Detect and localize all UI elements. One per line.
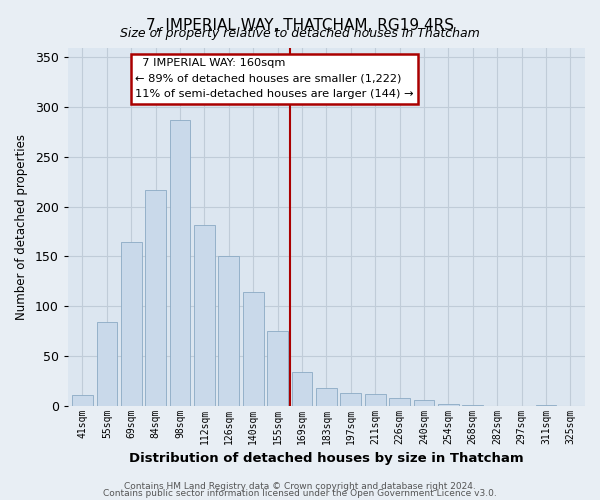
Bar [121, 242, 142, 406]
Bar [413, 400, 434, 406]
Bar [463, 404, 483, 406]
Text: 7, IMPERIAL WAY, THATCHAM, RG19 4RS: 7, IMPERIAL WAY, THATCHAM, RG19 4RS [146, 18, 454, 32]
Bar [536, 404, 556, 406]
Bar [243, 292, 263, 406]
Bar [170, 120, 190, 406]
Bar [194, 224, 215, 406]
Bar [340, 392, 361, 406]
Bar [389, 398, 410, 406]
Bar [218, 256, 239, 406]
Bar [316, 388, 337, 406]
Text: 7 IMPERIAL WAY: 160sqm
← 89% of detached houses are smaller (1,222)
11% of semi-: 7 IMPERIAL WAY: 160sqm ← 89% of detached… [135, 58, 413, 100]
Bar [267, 331, 288, 406]
Y-axis label: Number of detached properties: Number of detached properties [15, 134, 28, 320]
Bar [438, 404, 459, 406]
Bar [97, 322, 117, 406]
X-axis label: Distribution of detached houses by size in Thatcham: Distribution of detached houses by size … [129, 452, 524, 465]
Bar [72, 394, 93, 406]
Text: Size of property relative to detached houses in Thatcham: Size of property relative to detached ho… [120, 28, 480, 40]
Bar [365, 394, 386, 406]
Text: Contains HM Land Registry data © Crown copyright and database right 2024.: Contains HM Land Registry data © Crown c… [124, 482, 476, 491]
Text: Contains public sector information licensed under the Open Government Licence v3: Contains public sector information licen… [103, 490, 497, 498]
Bar [292, 372, 313, 406]
Bar [145, 190, 166, 406]
